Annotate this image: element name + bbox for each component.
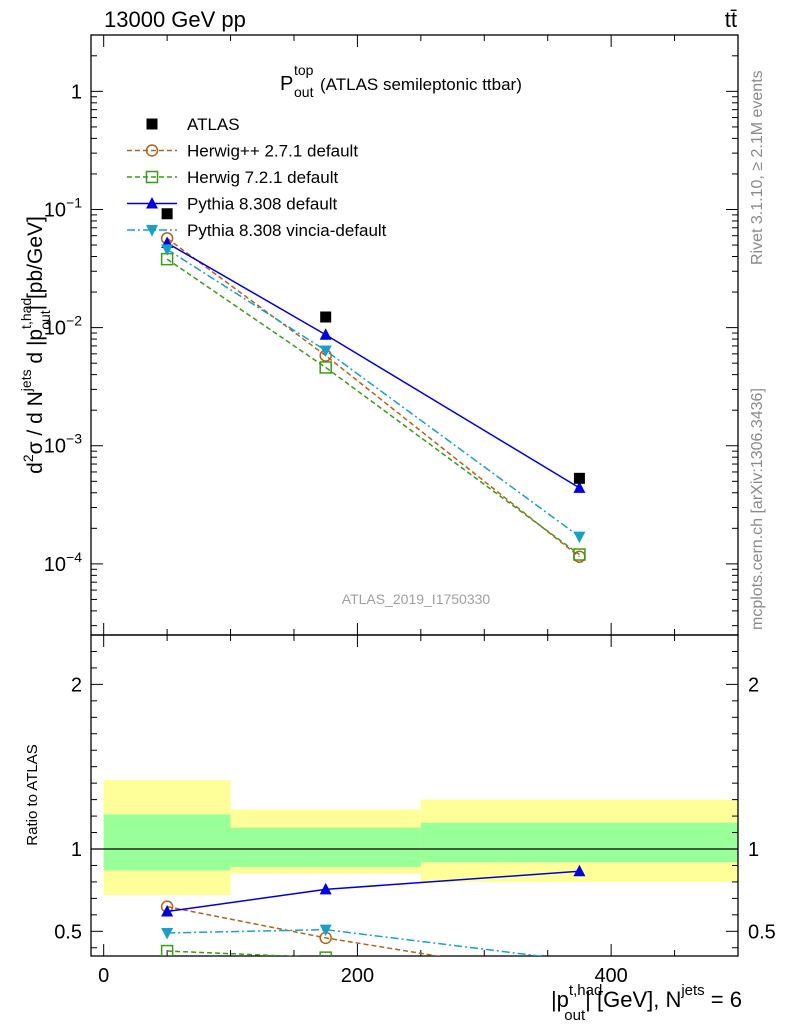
point-pythia-8-308-default	[319, 328, 332, 340]
band-inner	[230, 827, 421, 868]
plot-title: P top out (ATLAS semileptonic ttbar)	[280, 62, 522, 100]
ratio-tick-label-left: 2	[71, 674, 82, 696]
series-line-herwig-2-7-1-default	[166, 237, 580, 558]
svg-text:(ATLAS semileptonic ttbar): (ATLAS semileptonic ttbar)	[320, 75, 522, 94]
ratio-point-pythia-8-308-default	[161, 905, 174, 917]
x-tick-label: 400	[594, 965, 627, 987]
point-atlas-data	[573, 472, 585, 484]
legend: ATLAS Herwig++ 2.7.1 default Herwig 7.2.1 …	[127, 115, 387, 240]
ratio-line-herwig-2-7-1-default	[166, 905, 443, 956]
ratio-line-herwig-7-2-1-default	[167, 950, 305, 956]
point-atlas-data	[161, 208, 173, 220]
legend-marker	[145, 144, 159, 157]
y-tick-label: 1	[71, 81, 82, 103]
axes: 0 200 400 10−4 10−3 10−2 10−1 1 0.5 0.5 1 1 2 2	[44, 34, 776, 987]
analysis-watermark: ATLAS_2019_I1750330	[342, 591, 491, 607]
point-pythia-8-308-default	[573, 481, 586, 493]
ratio-tick-label-left: 0.5	[54, 921, 82, 943]
point-pythia-8-308-vincia-default	[319, 345, 332, 358]
ratio-tick-label-right: 0.5	[748, 921, 776, 943]
point-herwig-7-2-1-default	[319, 361, 332, 374]
legend-label: Herwig 7.2.1 default	[187, 168, 338, 187]
ratio-tick-label-right: 1	[748, 839, 759, 861]
ratio-uncertainty-bands	[91, 779, 738, 896]
ratio-point-herwig-7-2-1-default	[319, 951, 332, 956]
mcplots-label: mcplots.cern.ch [arXiv:1306.3436]	[749, 388, 766, 630]
point-herwig-7-2-1-default	[573, 548, 586, 561]
y-axis-label: d2σ / d Njets d |pt,had out| [pb/GeV]	[18, 216, 53, 474]
band-inner	[420, 822, 738, 863]
y-tick-label: 10−4	[44, 549, 82, 576]
title-rest: (ATLAS semileptonic ttbar)	[320, 75, 522, 94]
legend-label: ATLAS	[187, 115, 240, 134]
ratio-point-herwig-7-2-1-default	[574, 970, 585, 981]
ratio-point-pythia-8-308-vincia-default	[319, 924, 332, 937]
legend-marker	[146, 225, 158, 237]
main-series	[160, 208, 586, 563]
title-main: P	[280, 73, 293, 95]
process-label: tt̄	[725, 7, 737, 32]
series-line-pythia-8-308-default	[166, 242, 580, 489]
point-atlas-data	[320, 311, 332, 323]
legend-label: Herwig++ 2.7.1 default	[187, 142, 358, 161]
title-subscript: out	[294, 84, 314, 100]
y-tick-label: 10−3	[44, 431, 82, 458]
legend-marker	[146, 197, 158, 209]
ratio-point-herwig-7-2-1-default	[160, 944, 174, 956]
ratio-point-pythia-8-308-default	[319, 882, 332, 895]
point-pythia-8-308-vincia-default	[573, 531, 586, 544]
legend-label: Pythia 8.308 vincia-default	[187, 221, 387, 240]
legend-marker	[145, 170, 159, 184]
ratio-tick-label-left: 1	[71, 839, 82, 861]
x-tick-label: 0	[98, 965, 109, 987]
rivet-version-label: Rivet 3.1.10, ≥ 2.1M events	[749, 70, 766, 265]
y-tick-label: 10−1	[44, 194, 82, 221]
point-pythia-8-308-vincia-default	[161, 244, 174, 256]
legend-marker	[146, 118, 158, 130]
title-superscript: top	[294, 62, 314, 78]
ratio-tick-label-right: 2	[748, 674, 759, 696]
ratio-line-pythia-8-308-vincia-default	[167, 928, 546, 956]
ratio-point-pythia-8-308-vincia-default	[161, 927, 174, 940]
ratio-point-pythia-8-308-vincia-default	[573, 955, 586, 956]
x-tick-label: 200	[341, 965, 374, 987]
series-line-herwig-7-2-1-default	[166, 258, 580, 556]
legend-label: Pythia 8.308 default	[187, 195, 338, 214]
ratio-plot-frame	[90, 634, 739, 957]
x-axis-label: |pt,had out| [GeV], Njets = 6	[551, 982, 742, 1024]
band-inner	[103, 814, 231, 871]
energy-label: 13000 GeV pp	[104, 7, 246, 32]
ratio-axis-label: Ratio to ATLAS	[24, 744, 41, 845]
svg-text:out: out	[294, 84, 314, 100]
svg-text:P: P	[280, 73, 293, 95]
ratio-series	[160, 864, 586, 981]
svg-text:top: top	[294, 62, 314, 78]
ratio-point-pythia-8-308-default	[573, 864, 586, 877]
y-tick-label: 10−2	[44, 313, 82, 340]
